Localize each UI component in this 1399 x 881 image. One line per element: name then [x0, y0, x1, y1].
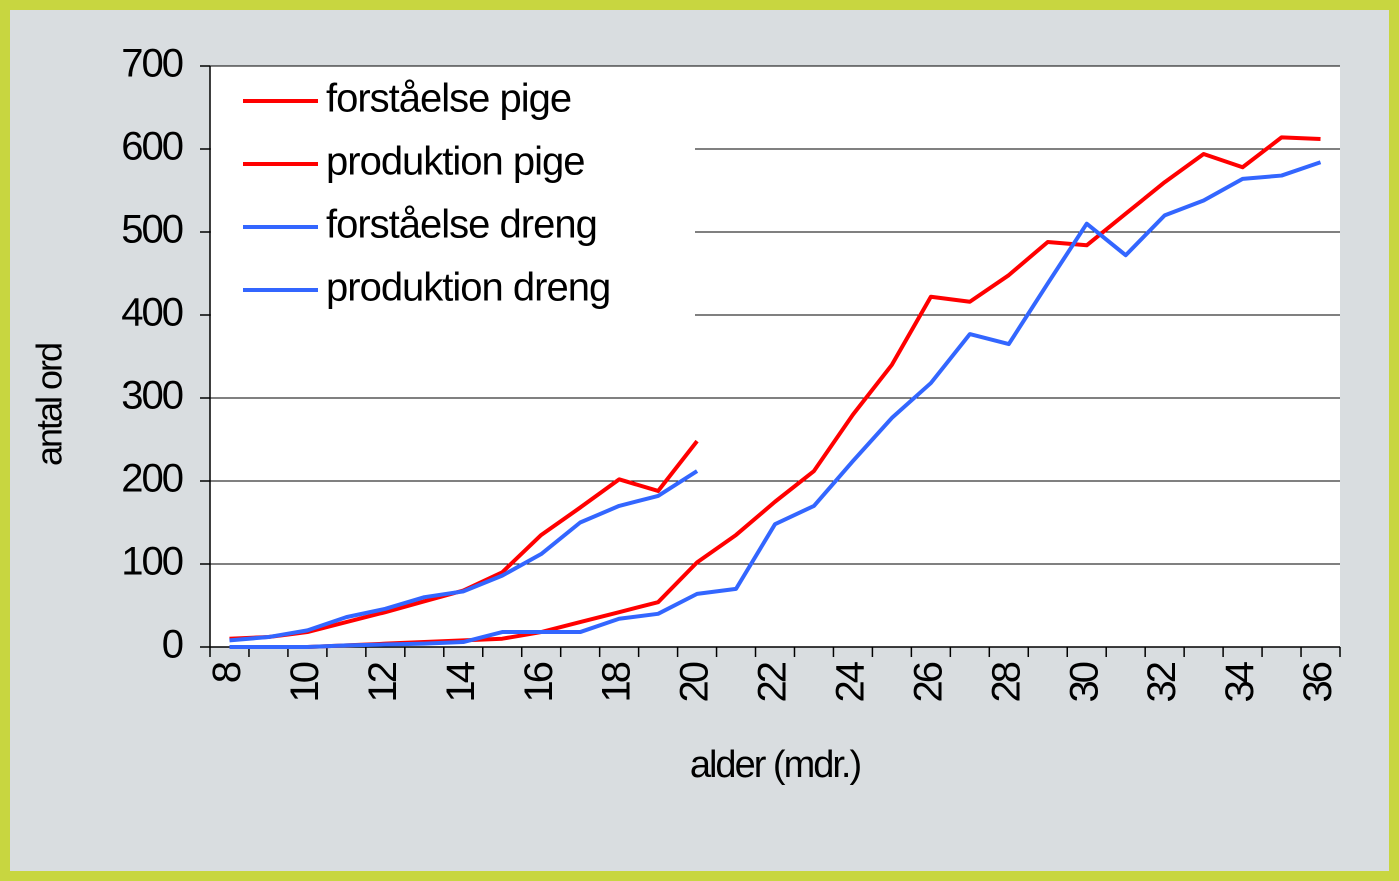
legend-label: forståelse dreng — [326, 203, 597, 247]
x-tick-label: 26 — [906, 662, 950, 702]
x-tick-label: 28 — [984, 662, 1028, 702]
x-tick-label: 14 — [439, 661, 483, 702]
legend-label: produktion pige — [326, 140, 585, 184]
x-tick-label: 18 — [595, 662, 639, 702]
y-tick-label: 200 — [121, 457, 182, 501]
x-tick-label: 22 — [751, 662, 795, 702]
x-tick-label: 30 — [1062, 662, 1106, 702]
y-tick-label: 300 — [121, 374, 182, 418]
x-tick-label: 8 — [205, 662, 249, 683]
x-tick-label: 32 — [1140, 662, 1184, 702]
x-tick-label: 20 — [673, 662, 717, 702]
y-tick-label: 600 — [121, 125, 182, 169]
legend-box — [211, 67, 695, 317]
x-tick-label: 12 — [361, 662, 405, 702]
y-tick-label: 100 — [121, 540, 182, 584]
y-tick-label: 0 — [162, 623, 183, 667]
y-axis-title: antal ord — [29, 344, 70, 466]
series-line — [229, 469, 699, 643]
x-tick-label: 36 — [1296, 662, 1340, 702]
y-tick-label: 400 — [121, 291, 182, 335]
legend-label: forståelse pige — [326, 77, 571, 121]
x-axis-title: alder (mdr.) — [690, 744, 861, 786]
y-tick-label: 500 — [121, 208, 182, 252]
y-tick-label: 700 — [121, 42, 182, 86]
series-line — [229, 160, 1322, 649]
x-tick-label: 10 — [283, 662, 327, 702]
legend-label: produktion dreng — [326, 266, 610, 310]
x-tick-label: 24 — [828, 661, 872, 702]
x-tick-label: 34 — [1218, 661, 1262, 702]
x-tick-label: 16 — [517, 662, 561, 702]
